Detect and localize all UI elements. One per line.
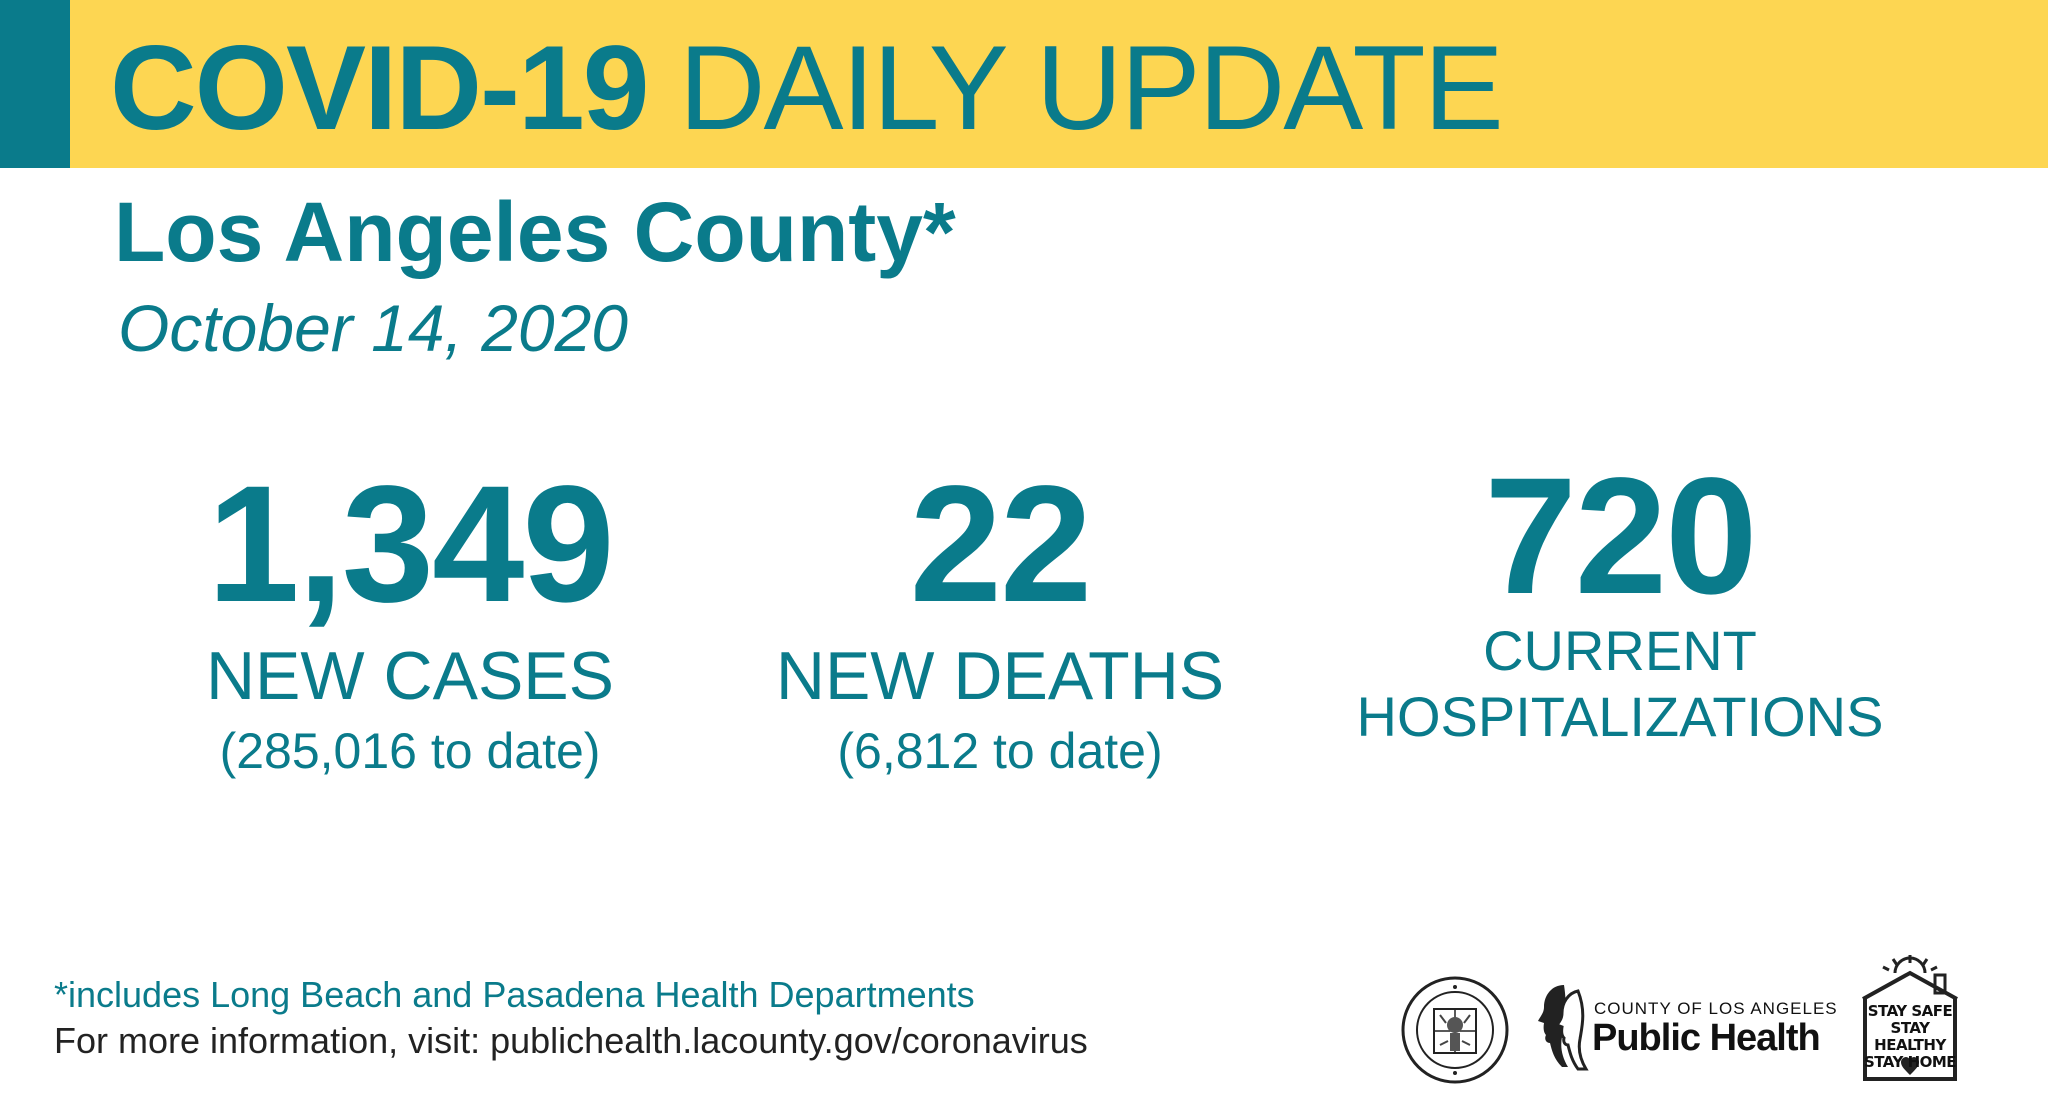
- hospitalizations-number: 720: [1484, 444, 1758, 629]
- new-deaths-label: NEW DEATHS: [775, 638, 1225, 714]
- hospitalizations-label-line2: HOSPITALIZATIONS: [1356, 685, 1884, 748]
- house-sun-icon: [1862, 955, 1958, 1081]
- footnote: *includes Long Beach and Pasadena Health…: [54, 974, 975, 1015]
- county-seal-icon: [1401, 976, 1509, 1084]
- ph-logo-big-text: Public Health: [1592, 1017, 1821, 1059]
- banner-accent-tab: [0, 0, 70, 168]
- ph-logo-small-text: COUNTY OF LOS ANGELES: [1594, 999, 1838, 1018]
- report-date: October 14, 2020: [118, 291, 629, 365]
- logo-row: COUNTY OF LOS ANGELES Public Health STAY…: [1400, 955, 2000, 1085]
- stay-line-2: STAY HEALTHY: [1874, 1019, 1946, 1054]
- stay-line-3: STAY HOME: [1863, 1053, 1957, 1071]
- new-cases-number: 1,349: [207, 452, 614, 637]
- hospitalizations-label-line1: CURRENT: [1483, 619, 1757, 682]
- public-health-logo: COUNTY OF LOS ANGELES Public Health: [1534, 973, 1854, 1073]
- banner-title-regular: DAILY UPDATE: [678, 21, 1504, 155]
- cases-to-date: (285,016 to date): [219, 723, 601, 779]
- stat-new-deaths: 22 NEW DEATHS (6,812 to date): [720, 460, 1280, 786]
- deaths-to-date: (6,812 to date): [837, 723, 1163, 779]
- stay-line-1: STAY SAFE: [1867, 1002, 1953, 1020]
- stat-new-cases: 1,349 NEW CASES (285,016 to date): [140, 460, 680, 786]
- stat-hospitalizations: 720 CURRENT HOSPITALIZATIONS: [1330, 452, 1910, 750]
- county-title: Los Angeles County*: [114, 185, 956, 279]
- more-info-text: For more information, visit: publichealt…: [54, 1020, 1088, 1061]
- profiles-icon: [1538, 985, 1589, 1071]
- banner-title-bold: COVID-19: [110, 21, 649, 155]
- banner-title: COVID-19 DAILY UPDATE: [110, 28, 1504, 148]
- new-deaths-number: 22: [909, 452, 1093, 637]
- new-cases-label: NEW CASES: [205, 638, 615, 714]
- stay-safe-text: STAY SAFE STAY HEALTHY STAY HOME: [1863, 1003, 1957, 1071]
- header-banner: [0, 0, 2048, 168]
- stay-safe-logo: STAY SAFE STAY HEALTHY STAY HOME: [1855, 955, 1965, 1085]
